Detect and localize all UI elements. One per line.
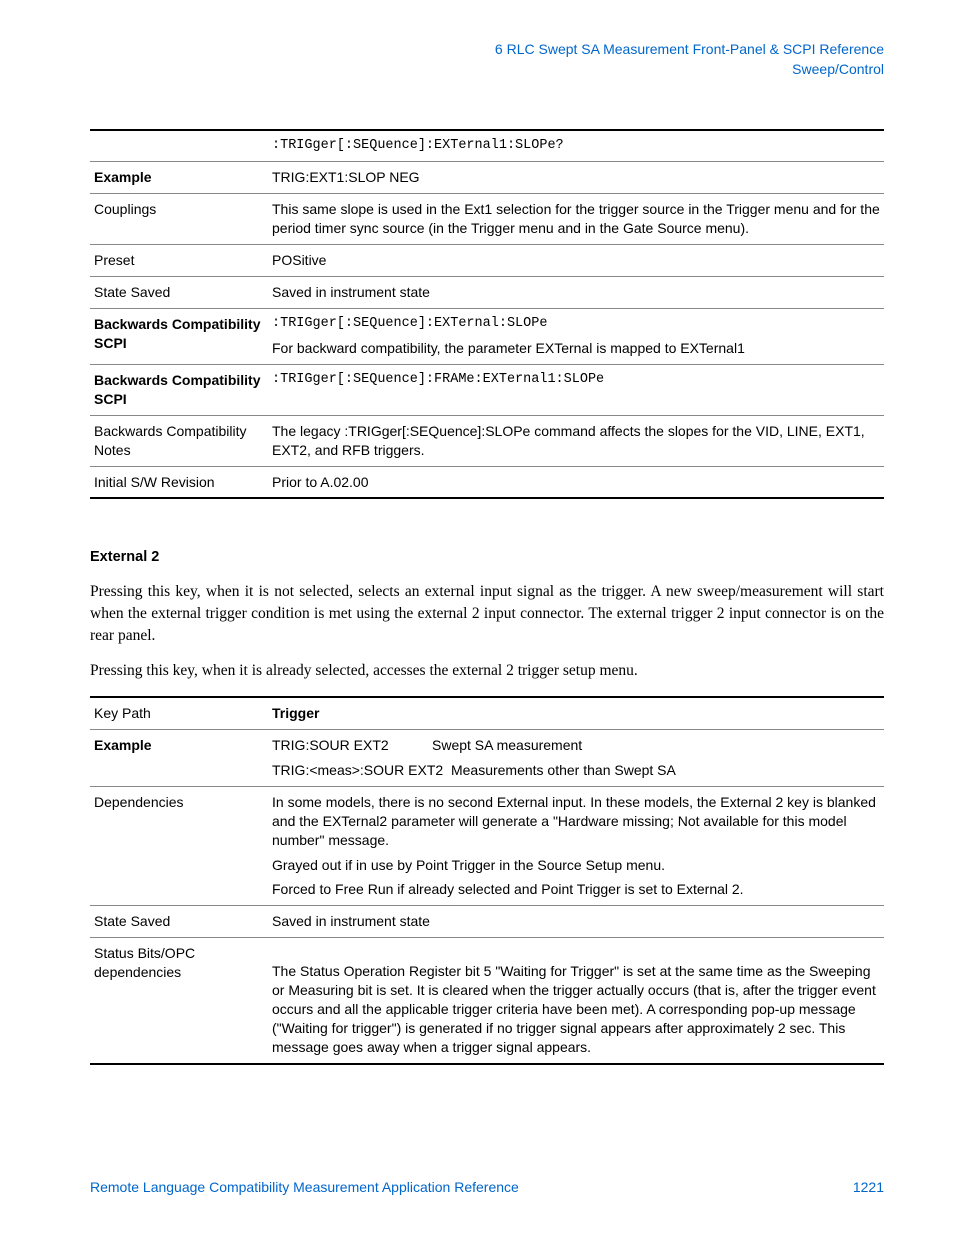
example2-cmd1: TRIG:SOUR EXT2 (272, 736, 432, 755)
bcs2-cmd: :TRIGger[:SEQuence]:FRAMe:EXTernal1:SLOP… (268, 364, 884, 415)
scpi-table-2: Key Path Trigger Example TRIG:SOUR EXT2 … (90, 696, 884, 1064)
example2-desc2: Measurements other than Swept SA (451, 762, 676, 778)
header-line-2: Sweep/Control (90, 60, 884, 80)
isw-value: Prior to A.02.00 (268, 466, 884, 498)
example2-cmd2: TRIG:<meas>:SOUR EXT2 (272, 762, 443, 778)
section-para-2: Pressing this key, when it is already se… (90, 660, 884, 682)
status-value: The Status Operation Register bit 5 "Wai… (272, 962, 880, 1056)
example2-label: Example (90, 730, 268, 787)
preset-value: POSitive (268, 245, 884, 277)
bcn-value: The legacy :TRIGger[:SEQuence]:SLOPe com… (268, 415, 884, 466)
preset-label: Preset (90, 245, 268, 277)
keypath-label: Key Path (90, 697, 268, 729)
section-para-1: Pressing this key, when it is not select… (90, 581, 884, 646)
example-label: Example (90, 162, 268, 194)
bcn-label: Backwards Compatibility Notes (90, 415, 268, 466)
bcs2-label: Backwards Compatibility SCPI (90, 364, 268, 415)
state-saved2-value: Saved in instrument state (268, 906, 884, 938)
keypath-value: Trigger (268, 697, 884, 729)
footer-title: Remote Language Compatibility Measuremen… (90, 1179, 519, 1195)
example2-desc1: Swept SA measurement (432, 736, 582, 755)
header-line-1: 6 RLC Swept SA Measurement Front-Panel &… (90, 40, 884, 60)
scpi-query: :TRIGger[:SEQuence]:EXTernal1:SLOPe? (268, 130, 884, 162)
dep-p3: Forced to Free Run if already selected a… (272, 880, 880, 899)
status-label: Status Bits/OPC dependencies (90, 938, 268, 1064)
dep-p1: In some models, there is no second Exter… (272, 793, 880, 850)
dep-label: Dependencies (90, 786, 268, 905)
example-value: TRIG:EXT1:SLOP NEG (268, 162, 884, 194)
bcs1-note: For backward compatibility, the paramete… (272, 339, 880, 358)
page-footer: Remote Language Compatibility Measuremen… (90, 1179, 884, 1195)
state-saved-value: Saved in instrument state (268, 276, 884, 308)
isw-label: Initial S/W Revision (90, 466, 268, 498)
section-heading-external2: External 2 (90, 549, 884, 565)
scpi-table-1: :TRIGger[:SEQuence]:EXTernal1:SLOPe? Exa… (90, 129, 884, 499)
state-saved-label: State Saved (90, 276, 268, 308)
couplings-value: This same slope is used in the Ext1 sele… (268, 194, 884, 245)
couplings-label: Couplings (90, 194, 268, 245)
bcs1-cmd: :TRIGger[:SEQuence]:EXTernal:SLOPe (272, 315, 880, 333)
state-saved2-label: State Saved (90, 906, 268, 938)
footer-page-number: 1221 (853, 1179, 884, 1195)
dep-p2: Grayed out if in use by Point Trigger in… (272, 856, 880, 875)
page-header: 6 RLC Swept SA Measurement Front-Panel &… (90, 40, 884, 79)
bcs1-label: Backwards Compatibility SCPI (90, 308, 268, 364)
